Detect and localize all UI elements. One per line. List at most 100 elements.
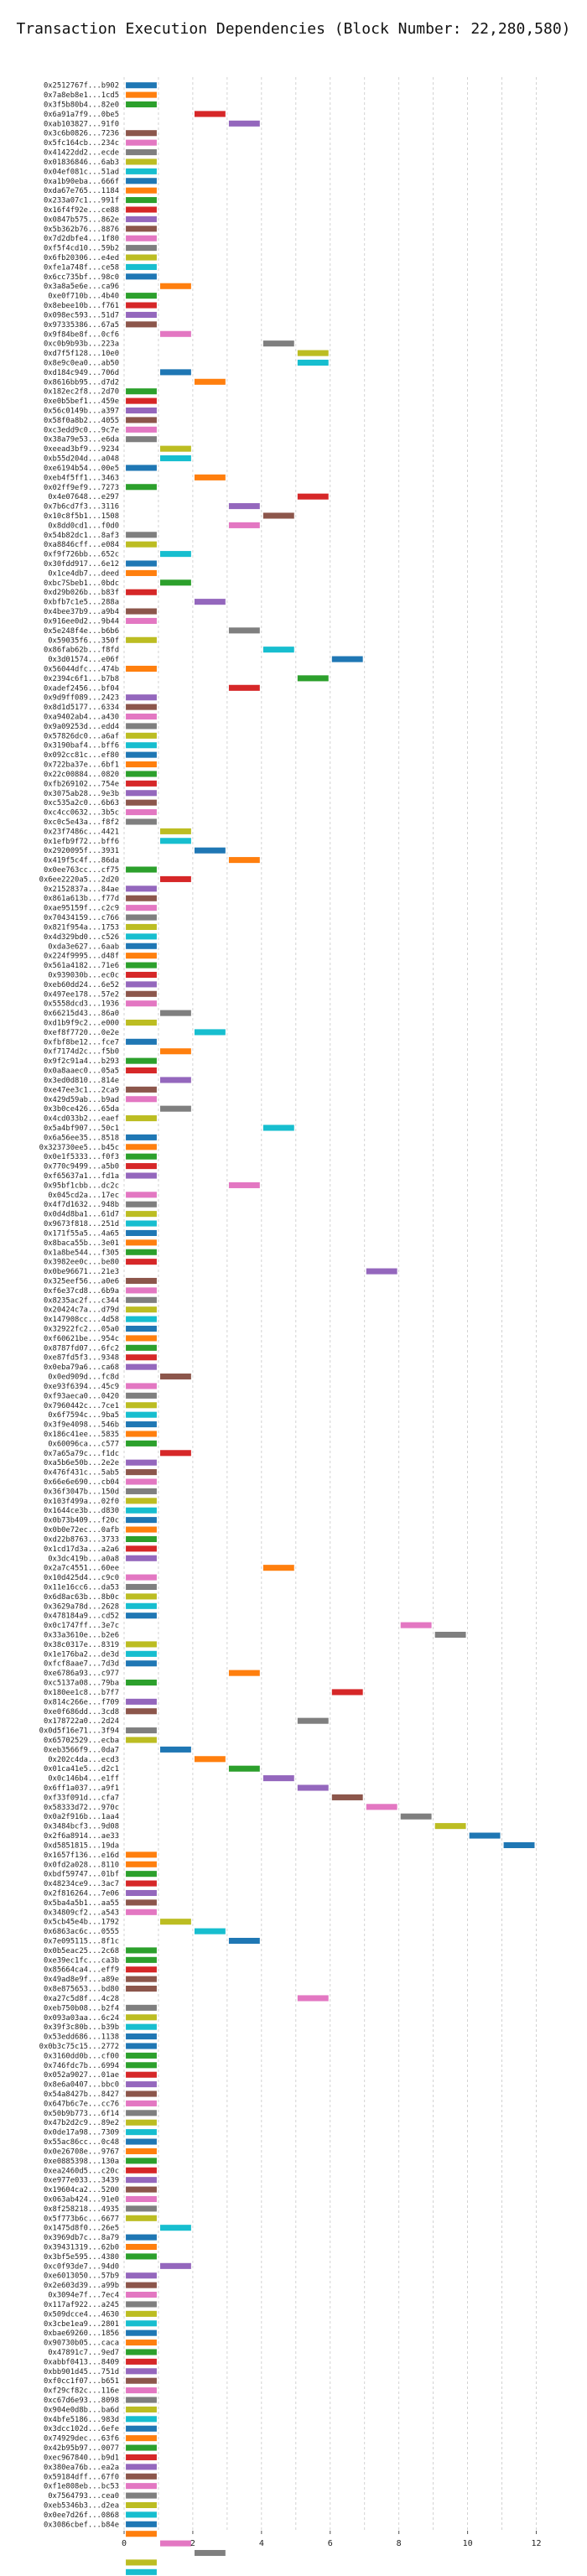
dependency-bar — [126, 2292, 157, 2298]
y-tick-label: 0xa1b90eba...666f — [44, 178, 119, 186]
y-tick-label: 0x3b0ce426...65da — [44, 1105, 119, 1114]
dependency-bar — [126, 2454, 157, 2460]
y-tick-label: 0x66215d43...86a0 — [44, 1010, 119, 1018]
dependency-bar — [126, 1259, 157, 1265]
dependency-bar — [126, 809, 157, 816]
dependency-bar — [126, 1296, 157, 1303]
dependency-bar — [126, 2033, 157, 2040]
dependency-bar — [126, 2387, 157, 2394]
dependency-bar — [126, 2340, 157, 2346]
y-tick-label: 0xd7f5f128...10e0 — [44, 350, 119, 358]
y-tick-label: 0x3ed0d810...814e — [44, 1077, 119, 1085]
dependency-bar — [160, 283, 191, 289]
y-tick-label: 0x325eef56...a0e6 — [44, 1277, 119, 1285]
y-tick-label: 0x53edd686...1138 — [44, 2033, 119, 2042]
dependency-bar — [262, 512, 294, 519]
dependency-bar — [126, 981, 157, 988]
y-tick-label: 0xe39ec1fc...ca3b — [44, 1956, 119, 1965]
dependency-bar — [126, 1956, 157, 1963]
y-tick-label: 0x02ff9ef9...7273 — [44, 484, 119, 492]
dependency-bar — [160, 579, 191, 586]
y-tick-label: 0x11e16cc6...da53 — [44, 1583, 119, 1592]
dependency-bar — [434, 1823, 466, 1830]
y-tick-label: 0x8f258218...4935 — [44, 2205, 119, 2214]
dependency-bar — [126, 2397, 157, 2403]
dependency-bar — [126, 1555, 157, 1561]
y-tick-label: 0x2512767f...b902 — [44, 82, 119, 91]
y-tick-label: 0x59184dff...67f0 — [44, 2473, 119, 2481]
y-tick-label: 0xc0f93de7...94d0 — [44, 2262, 119, 2271]
y-tick-label: 0xe0f710b...4b40 — [48, 293, 119, 301]
dependency-bar — [126, 2368, 157, 2375]
y-tick-label: 0x38c0317e...8319 — [44, 1641, 119, 1649]
y-tick-label: 0xe0885398...130a — [44, 2158, 119, 2166]
y-tick-label: 0xfcf8aae7...7d3d — [44, 1660, 119, 1669]
x-tick-label: 10 — [463, 2539, 473, 2548]
dependency-bar — [126, 1899, 157, 1906]
dependency-bar — [126, 665, 157, 673]
dependency-bar — [126, 2110, 157, 2116]
dependency-bar — [126, 1498, 157, 1504]
dependency-bar — [126, 1698, 157, 1705]
y-tick-label: 0x0a8aaec0...05a5 — [44, 1067, 119, 1076]
dependency-bar — [228, 1937, 260, 1945]
dependency-bar — [126, 895, 157, 901]
dependency-bar — [503, 1841, 535, 1848]
dependency-bar — [126, 560, 157, 567]
dependency-bar — [126, 1535, 157, 1542]
dependency-bar — [126, 1459, 157, 1466]
y-tick-label: 0x55ac86cc...0c48 — [44, 2138, 119, 2147]
dependency-bar — [126, 226, 157, 232]
y-tick-label: 0x3075ab28...9e3b — [44, 790, 119, 798]
y-tick-label: 0x497ee178...57e2 — [44, 990, 119, 999]
dependency-bar — [126, 1411, 157, 1418]
y-tick-label: 0x3dc419b...a0a8 — [48, 1555, 119, 1563]
y-tick-label: 0x098ec593...51d7 — [44, 311, 119, 319]
y-tick-label: 0x4bfe5186...983d — [44, 2416, 119, 2424]
y-tick-label: 0xeb5346b3...d2ea — [44, 2501, 119, 2510]
dependency-bar — [228, 1182, 260, 1188]
y-tick-label: 0xe0b5bef1...459e — [44, 397, 119, 406]
y-tick-label: 0x3086cbef...b84e — [44, 2521, 119, 2529]
y-tick-label: 0xd5851815...19da — [44, 1841, 119, 1850]
dependency-bar — [126, 532, 157, 538]
dependency-bar — [126, 1507, 157, 1514]
dependency-bar — [126, 1986, 157, 1992]
dependency-bar — [126, 101, 157, 108]
dependency-bar — [126, 933, 157, 940]
dependency-bar — [160, 828, 191, 834]
y-tick-label: 0xf0cc1f07...b651 — [44, 2377, 119, 2386]
dependency-bar — [126, 397, 157, 404]
dependency-bar — [194, 1928, 226, 1935]
x-tick-label: 12 — [531, 2539, 541, 2548]
y-tick-label: 0x4cd033b2...eaef — [44, 1115, 119, 1124]
y-tick-label: 0xbb901d45...751d — [44, 2368, 119, 2376]
transaction-labels: 0x2512767f...b9020x7a8eb8e1...1cd50x3f5b… — [39, 82, 119, 2530]
y-tick-label: 0x6a56ee35...8518 — [44, 1134, 119, 1142]
y-tick-label: 0xe977e033...3439 — [44, 2177, 119, 2185]
dependency-bar — [126, 1038, 157, 1045]
y-tick-label: 0x3bf5e595...4380 — [44, 2253, 119, 2262]
y-tick-label: 0xc3edd9c0...9c7e — [44, 426, 119, 434]
y-tick-label: 0xd1b9f9c2...e000 — [44, 1020, 119, 1028]
dependency-bar — [228, 503, 260, 510]
dependency-bar — [126, 2531, 157, 2537]
y-tick-label: 0x1ce4db7...deed — [48, 569, 119, 578]
dependency-bar — [126, 713, 157, 720]
y-tick-label: 0xeb750b08...b2f4 — [44, 2004, 119, 2012]
dependency-bar — [126, 608, 157, 615]
y-tick-label: 0xab103827...91f0 — [44, 120, 119, 128]
dependency-bar — [228, 857, 260, 864]
y-tick-label: 0x3160dd0b...cf00 — [44, 2052, 119, 2060]
y-tick-label: 0x6ee2220a5...2d20 — [39, 875, 119, 884]
y-tick-label: 0x41422dd2...ecde — [44, 149, 119, 158]
y-tick-label: 0x093a03aa...6c24 — [44, 2014, 119, 2023]
y-tick-label: 0x10d425d4...c9c0 — [44, 1574, 119, 1582]
y-tick-label: 0xf1e808eb...bc53 — [44, 2483, 119, 2491]
y-tick-label: 0x1644ce3b...d830 — [44, 1507, 119, 1515]
y-tick-label: 0x3dcc102d...6efe — [44, 2425, 119, 2433]
y-tick-label: 0x7564793...cea0 — [48, 2492, 119, 2501]
y-tick-label: 0x3a8a5e6e...ca96 — [44, 283, 119, 291]
y-tick-label: 0xbc7Sbeb1...0bdc — [44, 579, 119, 588]
dependency-bar — [194, 847, 226, 854]
